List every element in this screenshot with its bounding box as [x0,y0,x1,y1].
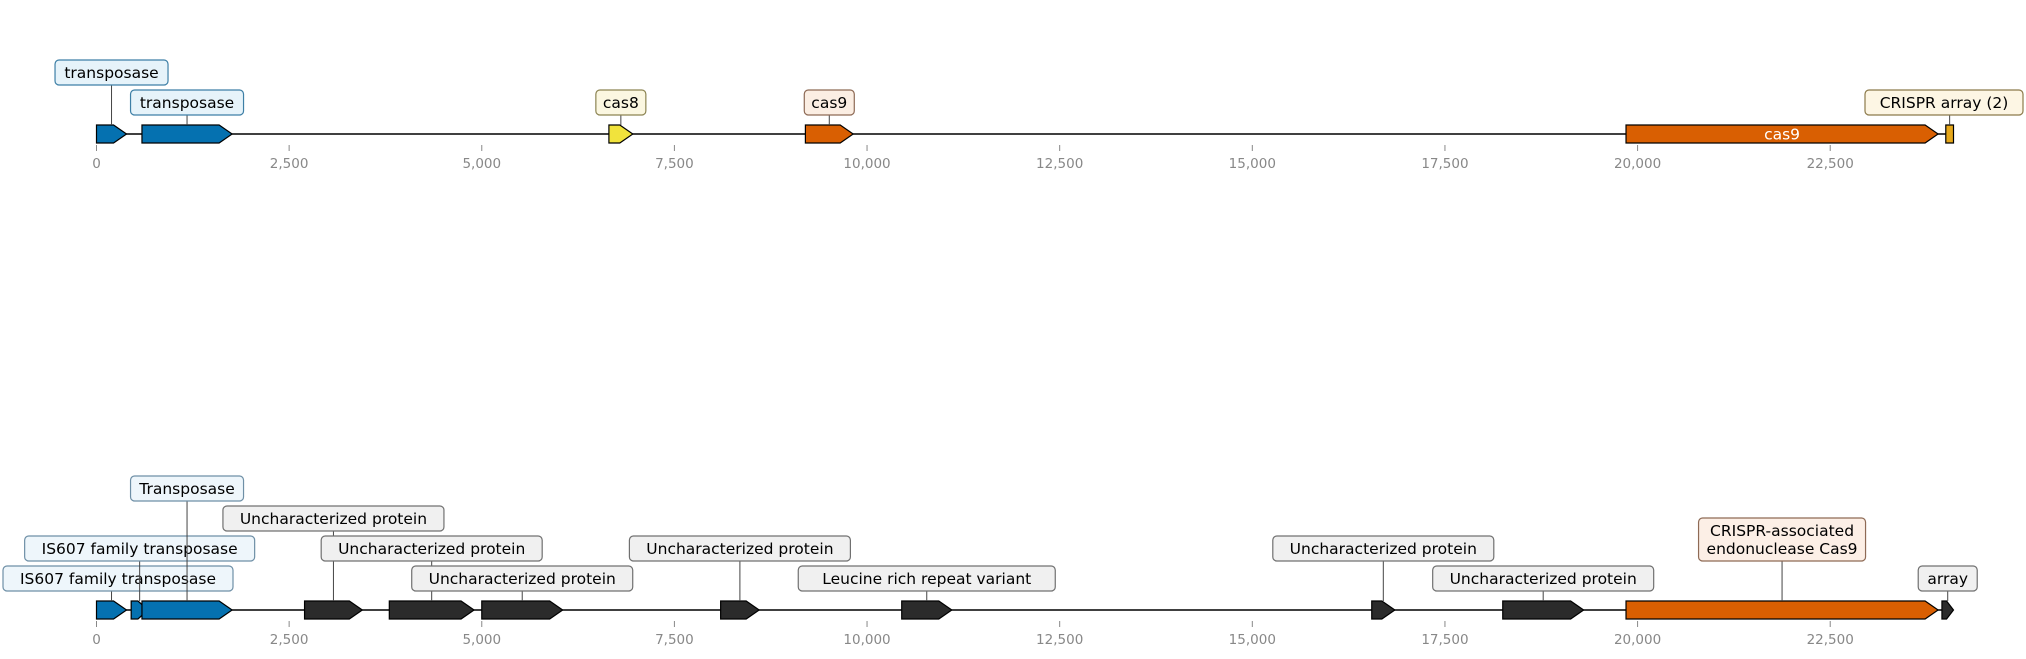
gene-arrow-transposase [141,124,234,144]
axis-tick-label: 2,500 [270,632,309,648]
gene-arrow-transposase [95,600,128,620]
gene-label: CRISPR array (2) [1880,94,2009,112]
gene-label: transposase [140,94,234,112]
gene-arrow-unknown [1371,600,1396,620]
axis-tick-label: 17,500 [1421,632,1468,648]
gene-label: Leucine rich repeat variant [822,570,1031,588]
gene-arrow-cas9 [804,124,855,144]
axis-tick-label: 10,000 [843,632,890,648]
gene-label-box [797,565,1056,592]
gene-label-box [320,535,543,562]
axis-tick-label: 15,000 [1229,632,1276,648]
gene-label-box [24,535,256,562]
gene-label-box [222,505,445,532]
genome-track-bottom: 0 2,500 5,000 7,500 10,000 12,500 15,000 17,500… [2,475,1978,648]
axis-tick-label: 7,500 [655,156,694,172]
gene-inline-label: cas9 [1764,126,1800,144]
gene-arrow-unknown [901,600,953,620]
gene-label-box [1917,565,1978,592]
axis-tick-label: 5,000 [462,632,501,648]
gene-label-box [129,475,245,502]
axis-tick-label: 12,500 [1036,632,1083,648]
genome-track-top: 0 2,500 5,000 7,500 10,000 12,500 15,000 17,500… [54,59,2024,172]
gene-label: transposase [64,64,158,82]
gene-arrow-unknown [303,600,364,620]
axis-tick-label: 7,500 [655,632,694,648]
axis-tick-label: 20,000 [1614,156,1661,172]
axis-tick-label: 0 [92,632,101,648]
gene-label: Uncharacterized protein [1450,570,1637,588]
gene-label: cas9 [811,94,847,112]
gene-label: Uncharacterized protein [429,570,616,588]
axis-tick-label: 17,500 [1421,156,1468,172]
gene-arrow-transposase [141,600,234,620]
gene-arrow-cas9 [1625,124,1940,144]
gene-label-box [129,89,245,116]
gene-arrow-unknown [1941,600,1955,620]
axis-tick-label: 2,500 [270,156,309,172]
axis-tick-label: 15,000 [1229,156,1276,172]
gene-label-box [54,59,169,86]
gene-label: cas8 [603,94,639,112]
axis-tick-label: 22,500 [1807,632,1854,648]
gene-label-box [1432,565,1655,592]
gene-label-box [2,565,234,592]
gene-arrow-cas9 [1625,600,1940,620]
gene-arrow-cas8 [608,124,634,144]
axis-tick-label: 5,000 [462,156,501,172]
gene-label: Uncharacterized protein [1290,540,1477,558]
gene-label: Transposase [138,480,234,498]
gene-label: Uncharacterized protein [240,510,427,528]
gene-label-box [1864,89,2024,116]
gene-label-box [1697,517,1867,562]
gene-label: array [1927,570,1968,588]
gene-label-box [1272,535,1495,562]
axis-tick-label: 10,000 [843,156,890,172]
gene-label-box [411,565,634,592]
axis-tick-label: 20,000 [1614,632,1661,648]
axis-tick-label: 0 [92,156,101,172]
gene-label-box [803,89,855,116]
gene-arrow-crispr [1945,124,1955,144]
gene-arrow-unknown [1502,600,1585,620]
gene-label: CRISPR-associated endonuclease Cas9 [1707,522,1858,558]
axis-tick-label: 22,500 [1807,156,1854,172]
gene-label: IS607 family transposase [42,540,238,558]
gene-arrow-transposase [95,124,128,144]
axis-tick-label: 12,500 [1036,156,1083,172]
gene-label-box [628,535,852,562]
gene-arrow-unknown [720,600,761,620]
gene-arrow-unknown [481,600,564,620]
gene-label: IS607 family transposase [20,570,216,588]
gene-label: Uncharacterized protein [646,540,833,558]
gene-arrow-unknown [388,600,476,620]
gene-label: Uncharacterized protein [338,540,525,558]
gene-label-box [595,89,647,116]
